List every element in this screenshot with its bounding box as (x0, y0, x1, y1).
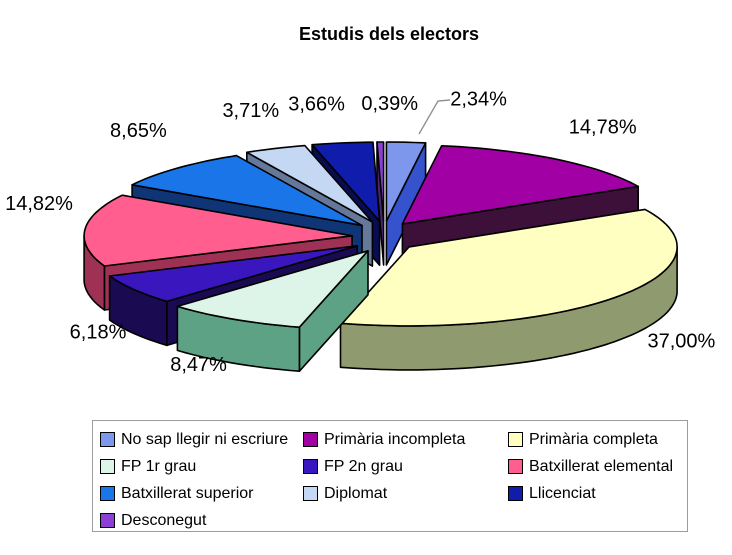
slice-percent-label-desconegut: 0,39% (361, 93, 418, 115)
pie-slice-diplomat (246, 144, 374, 223)
legend-swatch-no-sap-llegir-ni-escriure (100, 432, 115, 447)
pie-slice-batxillerat-superior (131, 154, 363, 227)
legend-label-batxillerat-superior: Batxillerat superior (121, 484, 254, 502)
slice-percent-label-no-sap-llegir-ni-escriure: 2,34% (450, 88, 507, 110)
legend-label-llicenciat: Llicenciat (529, 484, 596, 502)
legend-item-desconegut: Desconegut (100, 507, 303, 534)
legend-label-fp-1r-grau: FP 1r grau (121, 457, 197, 475)
slice-percent-label-batxillerat-elemental: 14,82% (5, 193, 73, 215)
slice-percent-label-primaria-completa: 37,00% (647, 331, 715, 353)
legend-label-no-sap-llegir-ni-escriure: No sap llegir ni escriure (121, 430, 289, 448)
legend-swatch-batxillerat-superior (100, 486, 115, 501)
legend-item-batxillerat-superior: Batxillerat superior (100, 480, 303, 507)
chart-title: Estudis dels electors (298, 24, 480, 44)
legend-swatch-primaria-completa (508, 432, 523, 447)
legend-item-fp-2n-grau: FP 2n grau (303, 453, 508, 480)
legend-item-fp-1r-grau: FP 1r grau (100, 453, 303, 480)
legend-item-primaria-completa: Primària completa (508, 426, 687, 453)
slice-percent-label-diplomat: 3,71% (222, 100, 279, 122)
pie-slice-fp-1r-grau (176, 250, 369, 329)
slice-percent-label-fp-1r-grau: 8,47% (170, 354, 227, 376)
legend-item-llicenciat: Llicenciat (508, 480, 687, 507)
pie-slice-fp-2n-grau (108, 245, 359, 303)
pie-slice-primaria-completa (339, 208, 678, 327)
legend-swatch-diplomat (303, 486, 318, 501)
slice-percent-label-primaria-incompleta: 14,78% (569, 117, 637, 139)
legend-swatch-desconegut (100, 513, 115, 528)
legend-label-primaria-incompleta: Primària incompleta (324, 430, 466, 448)
legend-label-diplomat: Diplomat (324, 484, 388, 502)
pie-slice-desconegut (376, 141, 385, 222)
legend-label-desconegut: Desconegut (121, 511, 207, 529)
pie-slice-batxillerat-elemental (83, 194, 353, 267)
legend-item-batxillerat-elemental: Batxillerat elemental (508, 453, 687, 480)
pie-slice-primaria-incompleta (401, 145, 640, 225)
legend-item-primaria-incompleta: Primària incompleta (303, 426, 508, 453)
chart-legend: No sap llegir ni escriure Primària incomp… (92, 420, 688, 532)
legend-swatch-primaria-incompleta (303, 432, 318, 447)
legend-swatch-batxillerat-elemental (508, 459, 523, 474)
legend-swatch-fp-1r-grau (100, 459, 115, 474)
label-leader-line (418, 99, 451, 135)
slice-percent-label-fp-2n-grau: 6,18% (70, 322, 127, 344)
slice-percent-label-batxillerat-superior: 8,65% (110, 120, 167, 142)
slice-percent-label-llicenciat: 3,66% (288, 93, 345, 115)
legend-swatch-llicenciat (508, 486, 523, 501)
legend-label-batxillerat-elemental: Batxillerat elemental (529, 457, 674, 475)
legend-label-fp-2n-grau: FP 2n grau (324, 457, 403, 475)
legend-item-diplomat: Diplomat (303, 480, 508, 507)
pie-slice-llicenciat (311, 141, 381, 222)
legend-label-primaria-completa: Primària completa (529, 430, 658, 448)
pie-slice-no-sap-llegir-ni-escriure (385, 141, 427, 222)
legend-swatch-fp-2n-grau (303, 459, 318, 474)
legend-item-no-sap-llegir-ni-escriure: No sap llegir ni escriure (100, 426, 303, 453)
